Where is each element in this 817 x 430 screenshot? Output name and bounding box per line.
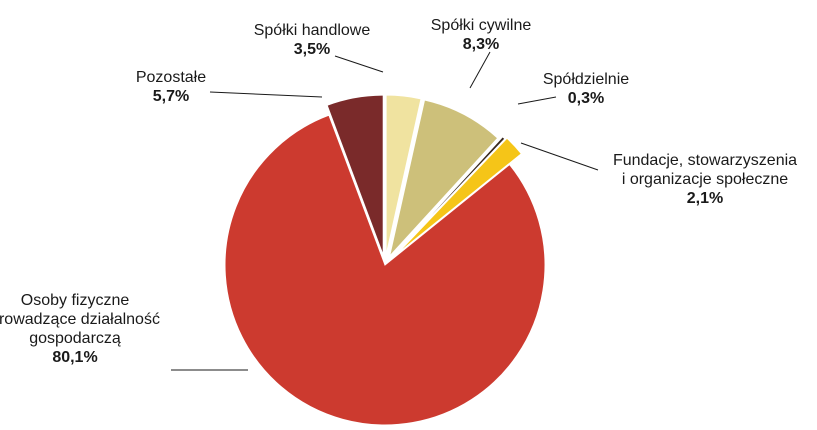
slice-label-category: Fundacje, stowarzyszenia bbox=[613, 152, 797, 169]
slice-label: Spółki handlowe 3,5% bbox=[254, 22, 371, 58]
slice-label-category: Osoby fizyczne bbox=[21, 292, 130, 309]
leader-lines bbox=[171, 51, 599, 371]
slice-label-category: Pozostałe bbox=[136, 69, 206, 86]
slice-label-value: 8,3% bbox=[463, 36, 499, 53]
slice-label: Fundacje, stowarzyszenia i organizacje sp… bbox=[613, 152, 797, 207]
slice-label-value: 3,5% bbox=[294, 41, 330, 58]
pie-slice bbox=[385, 94, 422, 256]
leader-line bbox=[517, 96, 557, 105]
slice-label: Spółki cywilne 8,3% bbox=[431, 17, 532, 53]
slice-label: Pozostałe 5,7% bbox=[136, 69, 206, 105]
slice-label-category: prowadzące działalność bbox=[0, 311, 160, 328]
pie-slice bbox=[388, 99, 499, 258]
slice-label-category: Spółki cywilne bbox=[431, 17, 532, 34]
leader-line bbox=[520, 142, 599, 171]
leader-line bbox=[209, 91, 323, 98]
slice-label-value: 5,7% bbox=[153, 88, 189, 105]
leader-line bbox=[334, 55, 384, 73]
slice-label-category: i organizacje społeczne bbox=[622, 171, 788, 188]
pie-slice bbox=[224, 114, 546, 426]
slice-labels: Spółki handlowe 3,5%Spółki cywilne 8,3%Spó… bbox=[0, 17, 797, 366]
pie-slice bbox=[394, 136, 506, 256]
slice-label: Osoby fizyczne prowadzące działalność gosp… bbox=[0, 292, 160, 366]
slice-label-category: Spółdzielnie bbox=[543, 71, 629, 88]
pie-slice bbox=[396, 137, 523, 255]
slice-label-value: 2,1% bbox=[687, 190, 723, 207]
leader-line bbox=[469, 51, 491, 89]
pie-slice bbox=[326, 94, 384, 256]
slice-label-value: 0,3% bbox=[568, 90, 604, 107]
pie-slices bbox=[224, 94, 546, 426]
slice-label-value: 80,1% bbox=[52, 349, 97, 366]
slice-label-category: gospodarczą bbox=[29, 330, 121, 347]
slice-label-category: Spółki handlowe bbox=[254, 22, 371, 39]
slice-label: Spółdzielnie 0,3% bbox=[543, 71, 629, 107]
